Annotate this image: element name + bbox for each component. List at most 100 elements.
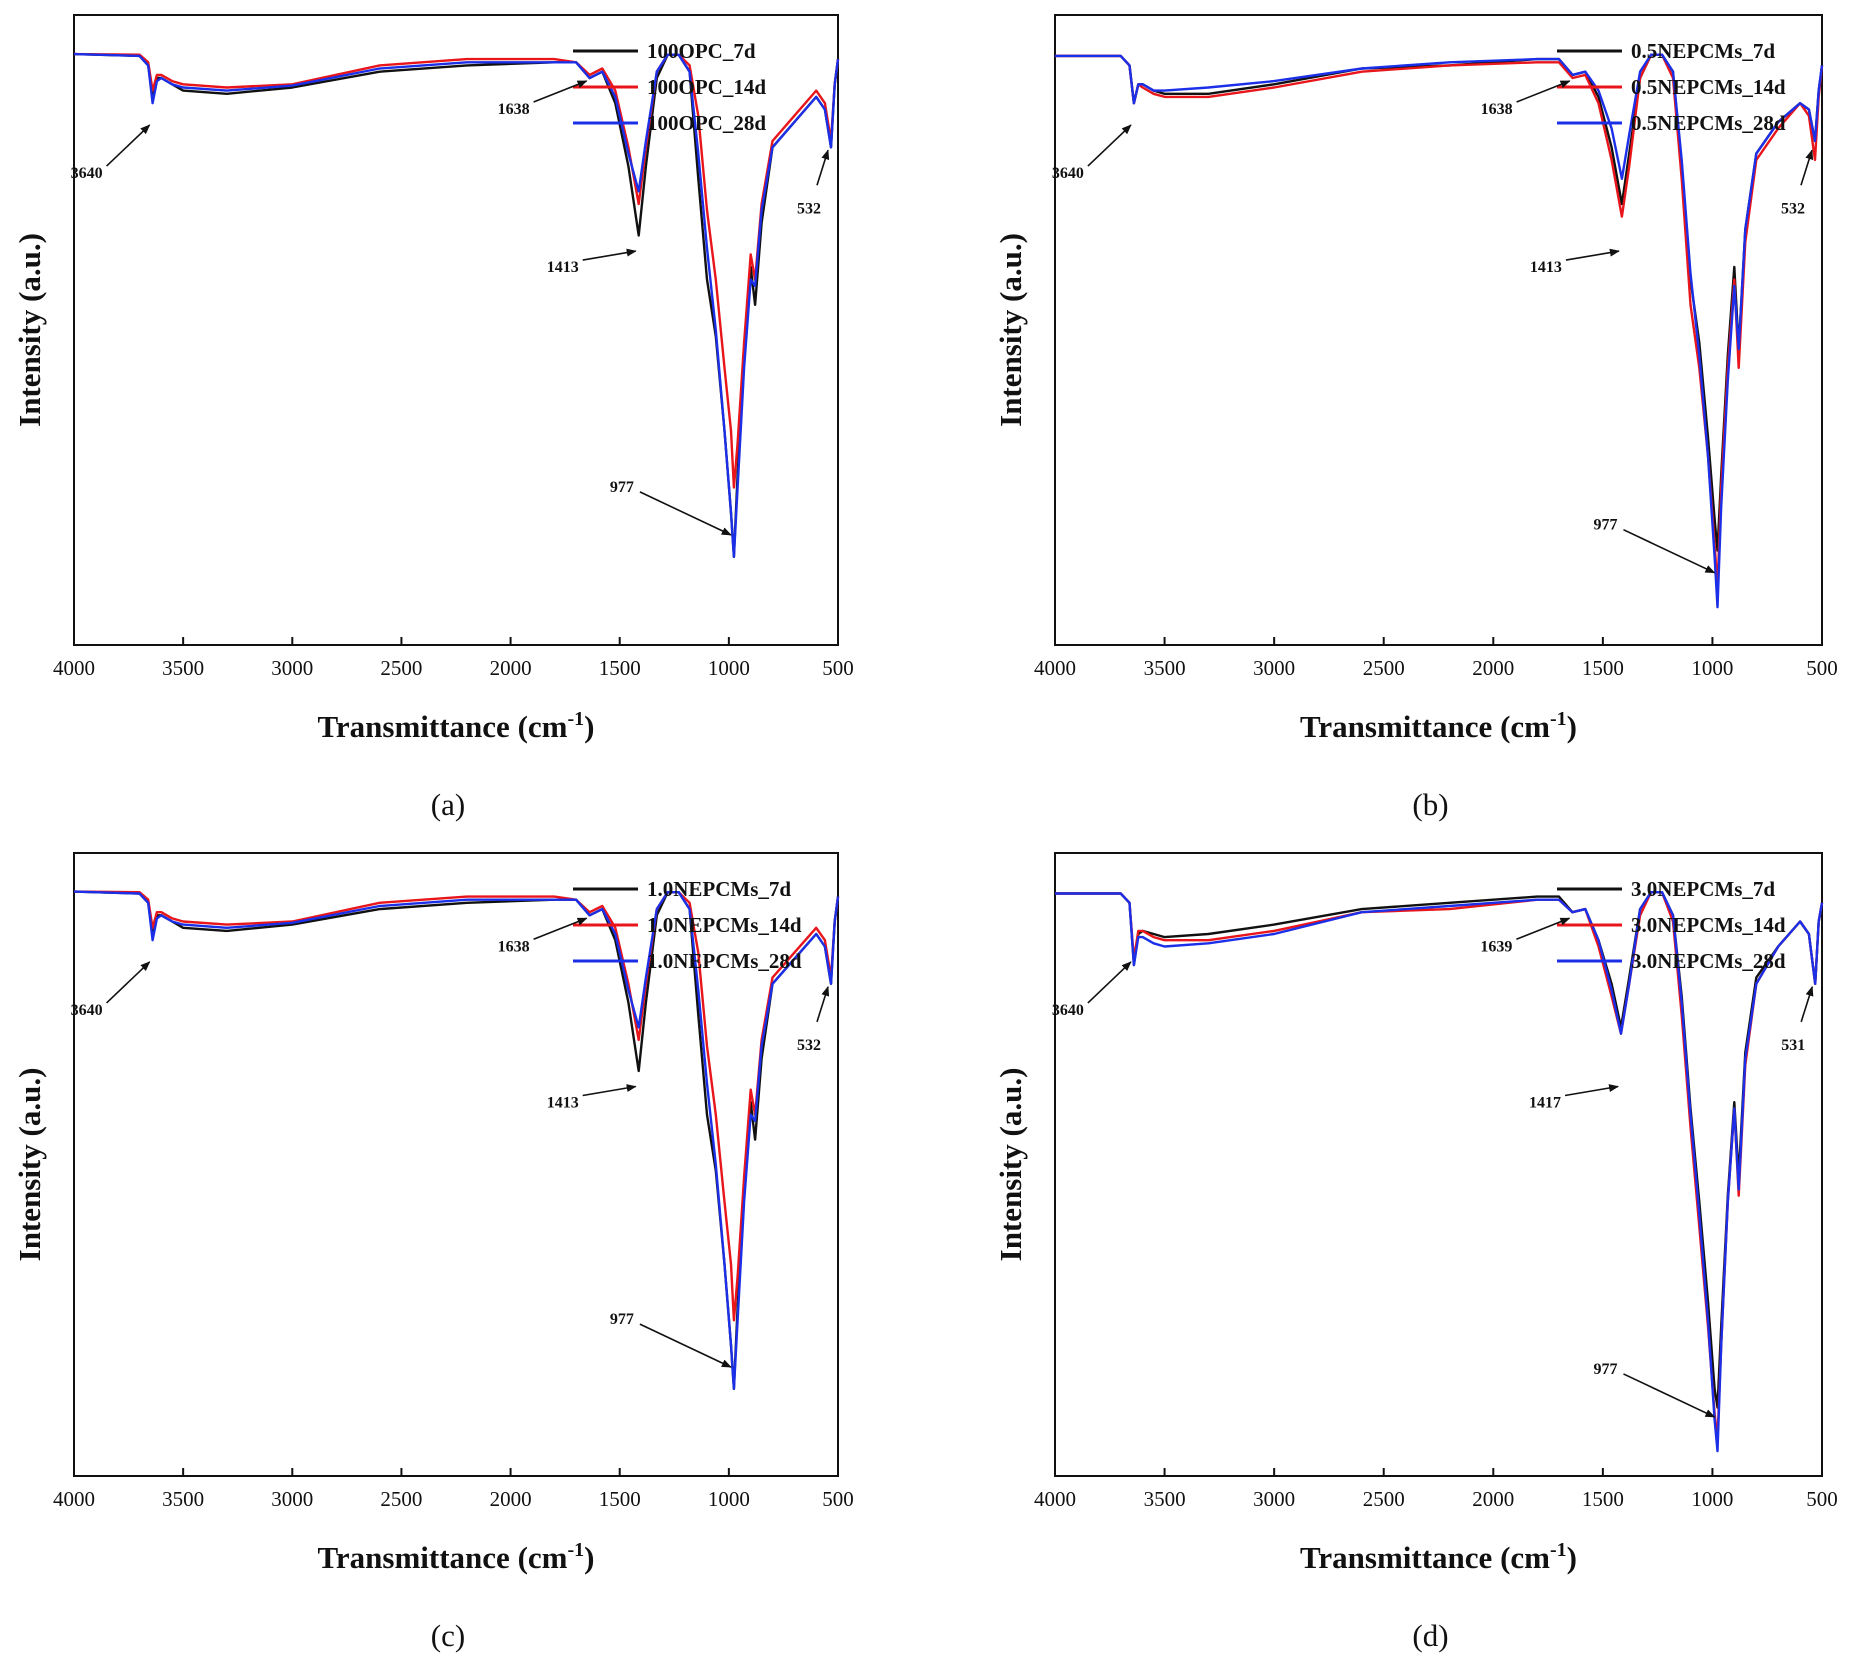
plot-frame xyxy=(73,852,839,1477)
legend-entry: 0.5NEPCMs_7d xyxy=(1631,39,1775,63)
y-axis-title: Intensity (a.u.) xyxy=(12,233,47,427)
x-axis-title: Transmittance (cm-1) xyxy=(1300,708,1577,744)
annotation-arrow xyxy=(582,1084,637,1097)
legend-entry: 0.5NEPCMs_14d xyxy=(1631,75,1786,99)
plot-frame xyxy=(73,14,839,646)
series-line-1.0NEPCMs_28d xyxy=(73,890,840,1391)
legend-entry: 3.0NEPCMs_28d xyxy=(1631,949,1786,973)
chart-panel-4: 4000 3500 3000 2500 2000 1500 1000 500 3.0NEPCMs… xyxy=(993,852,1838,1653)
x-tick-label: 1000 xyxy=(708,656,750,680)
annotation-arrow xyxy=(1800,149,1814,186)
legend-entry: 0.5NEPCMs_28d xyxy=(1631,111,1786,135)
x-tick-label: 2000 xyxy=(490,656,532,680)
x-tick-label: 500 xyxy=(822,1487,854,1511)
x-tick-label: 2000 xyxy=(1472,656,1514,680)
plot-frame xyxy=(1054,14,1823,646)
legend-entry: 100OPC_14d xyxy=(647,75,766,99)
y-axis-title: Intensity (a.u.) xyxy=(993,1068,1028,1262)
x-tick-label: 2000 xyxy=(490,1487,532,1511)
x-tick-label: 3000 xyxy=(271,656,313,680)
annotation-arrow xyxy=(816,149,830,186)
panel-label: (d) xyxy=(1412,1618,1448,1653)
x-tick-label: 1000 xyxy=(1691,1487,1733,1511)
annotation-label-977: 977 xyxy=(1593,1361,1617,1378)
annotation-arrow xyxy=(533,80,588,103)
plot-frame xyxy=(1054,852,1823,1477)
y-axis-title: Intensity (a.u.) xyxy=(993,233,1028,427)
legend-entry: 100OPC_28d xyxy=(647,111,766,135)
x-tick-label: 2500 xyxy=(380,1487,422,1511)
x-axis-title: Transmittance (cm-1) xyxy=(318,708,595,744)
annotation-arrow xyxy=(106,124,151,167)
x-tick-label: 2500 xyxy=(1363,1487,1405,1511)
panel-label: (a) xyxy=(431,787,465,822)
annotation-label-977: 977 xyxy=(610,479,634,496)
annotation-label-977: 977 xyxy=(610,1311,634,1328)
annotation-label-3640: 3640 xyxy=(1052,165,1084,182)
annotation-label-1638: 1638 xyxy=(498,101,530,118)
x-tick-label: 1500 xyxy=(599,656,641,680)
x-axis-title-superscript: -1 xyxy=(1550,708,1567,730)
x-tick-label: 3500 xyxy=(162,656,204,680)
x-tick-label: 500 xyxy=(1806,1487,1838,1511)
x-tick-label: 4000 xyxy=(1034,1487,1076,1511)
panel-label: (b) xyxy=(1412,787,1448,822)
legend-entry: 1.0NEPCMs_7d xyxy=(647,877,791,901)
x-axis-title-superscript: -1 xyxy=(567,708,584,730)
annotation-arrow xyxy=(533,917,588,941)
annotation-arrow xyxy=(1623,1373,1716,1418)
legend-entry: 3.0NEPCMs_7d xyxy=(1631,877,1775,901)
legend-entry: 3.0NEPCMs_14d xyxy=(1631,913,1786,937)
x-tick-label: 4000 xyxy=(1034,656,1076,680)
x-tick-label: 1500 xyxy=(599,1487,641,1511)
annotation-arrow xyxy=(639,491,732,536)
y-axis-title: Intensity (a.u.) xyxy=(12,1068,47,1262)
annotation-label-1638: 1638 xyxy=(498,938,530,955)
series-line-0.5NEPCMs_14d xyxy=(1055,53,1824,590)
x-tick-label: 2500 xyxy=(1363,656,1405,680)
x-tick-label: 3000 xyxy=(1253,656,1295,680)
panel-label: (c) xyxy=(431,1618,465,1653)
annotation-label-531: 531 xyxy=(1781,1037,1805,1054)
annotation-arrow xyxy=(1087,124,1132,167)
chart-panel-1: 4000 3500 3000 2500 2000 1500 1000 500 100OPC_7d… xyxy=(12,14,854,822)
x-tick-label: 3000 xyxy=(271,1487,313,1511)
x-tick-label: 3500 xyxy=(1144,1487,1186,1511)
x-tick-label: 500 xyxy=(1806,656,1838,680)
annotation-label-1638: 1638 xyxy=(1481,101,1513,118)
x-tick-label: 4000 xyxy=(53,1487,95,1511)
annotation-arrow xyxy=(1564,1084,1620,1097)
annotation-label-532: 532 xyxy=(797,1037,821,1054)
x-tick-label: 3500 xyxy=(162,1487,204,1511)
legend-entry: 100OPC_7d xyxy=(647,39,756,63)
annotation-label-1413: 1413 xyxy=(547,1095,579,1112)
x-tick-label: 3500 xyxy=(1144,656,1186,680)
x-axis-title: Transmittance (cm-1) xyxy=(318,1539,595,1575)
annotation-arrow xyxy=(1087,961,1132,1004)
annotation-label-977: 977 xyxy=(1593,517,1617,534)
annotation-arrow xyxy=(1516,80,1571,103)
x-tick-label: 1500 xyxy=(1582,656,1624,680)
annotation-label-1413: 1413 xyxy=(1530,259,1562,276)
x-tick-label: 4000 xyxy=(53,656,95,680)
legend-entry: 1.0NEPCMs_28d xyxy=(647,949,802,973)
series-line-100OPC_7d xyxy=(73,52,840,558)
annotation-label-1417: 1417 xyxy=(1529,1095,1561,1112)
annotation-label-3640: 3640 xyxy=(71,165,103,182)
annotation-label-532: 532 xyxy=(1781,200,1805,217)
x-axis-title-superscript: -1 xyxy=(1550,1539,1567,1561)
annotation-arrow xyxy=(1623,528,1716,574)
annotation-arrow xyxy=(582,248,637,261)
annotation-label-1413: 1413 xyxy=(547,259,579,276)
annotation-arrow xyxy=(1565,248,1620,261)
annotation-label-3640: 3640 xyxy=(1052,1002,1084,1019)
x-tick-label: 500 xyxy=(822,656,854,680)
annotation-arrow xyxy=(816,985,830,1023)
x-axis-title-superscript: -1 xyxy=(567,1539,584,1561)
legend-entry: 1.0NEPCMs_14d xyxy=(647,913,802,937)
annotation-arrow xyxy=(1516,917,1571,941)
x-tick-label: 1000 xyxy=(708,1487,750,1511)
annotation-label-532: 532 xyxy=(797,200,821,217)
